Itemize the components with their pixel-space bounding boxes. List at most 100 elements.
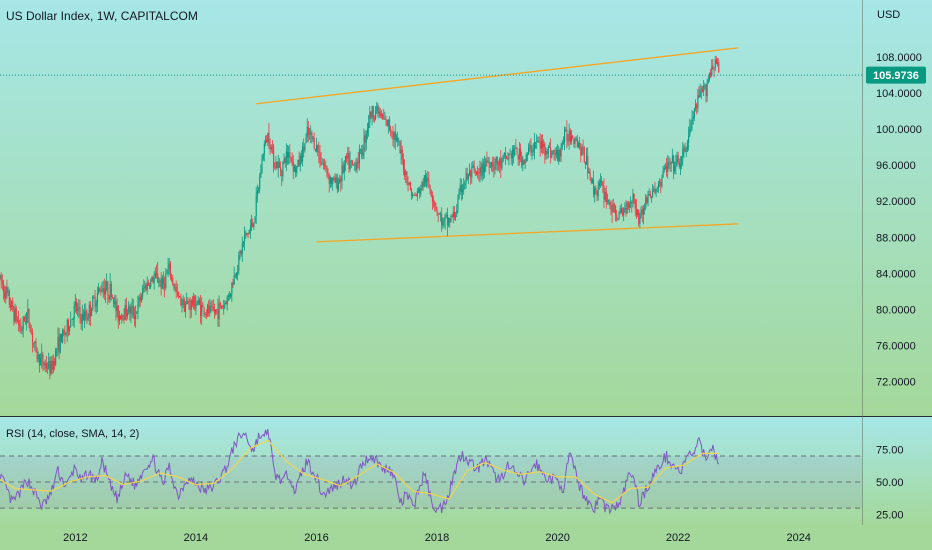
candle-body — [318, 151, 320, 153]
candle — [231, 282, 233, 302]
candle-body — [351, 160, 354, 165]
candle-body — [515, 148, 517, 149]
candle-body — [137, 301, 139, 312]
candle — [679, 156, 682, 176]
candle-body — [341, 165, 343, 182]
candle-body — [497, 164, 500, 166]
candle-body — [342, 165, 344, 173]
candle — [521, 151, 523, 169]
candle-body — [668, 161, 670, 163]
candle — [356, 157, 358, 174]
trendline-lower[interactable] — [316, 223, 739, 243]
trendline-upper[interactable] — [256, 47, 739, 105]
candle — [488, 156, 490, 175]
candle — [661, 174, 663, 189]
candle-body — [261, 159, 263, 173]
candle — [260, 164, 262, 179]
candle — [107, 280, 109, 305]
last-price-value: 105.9736 — [873, 70, 919, 82]
candle-body — [703, 85, 705, 92]
candle — [73, 301, 75, 328]
candle-body — [595, 188, 597, 191]
candle — [225, 300, 227, 305]
candle-body — [154, 272, 156, 278]
candle — [91, 307, 93, 317]
candle — [88, 300, 90, 326]
candle-body — [42, 354, 44, 364]
candle-body — [666, 166, 668, 173]
candle-body — [588, 171, 590, 174]
candle-body — [503, 152, 505, 156]
candle — [546, 148, 548, 159]
candle — [79, 299, 81, 324]
candle — [424, 170, 427, 187]
candle-body — [407, 183, 409, 185]
rsi-lines — [0, 428, 720, 515]
candle — [577, 140, 580, 149]
candle-body — [143, 287, 145, 289]
candle-body — [711, 65, 713, 76]
candle-body — [346, 156, 348, 159]
candle-body — [576, 138, 578, 147]
candle-body — [426, 178, 428, 183]
candle-body — [151, 277, 153, 281]
candle — [322, 159, 325, 170]
candle — [164, 276, 166, 298]
candle-body — [618, 212, 620, 219]
candle-body — [128, 306, 130, 313]
candle — [229, 290, 231, 301]
candle-body — [242, 241, 245, 244]
candle-body — [113, 297, 115, 305]
candle-body — [337, 182, 340, 190]
candle — [576, 134, 578, 149]
candle — [151, 276, 153, 282]
candle-body — [246, 232, 248, 234]
candle — [217, 298, 219, 327]
candle — [440, 211, 442, 222]
candle-body — [581, 147, 583, 156]
candle — [127, 309, 129, 320]
candle-body — [419, 188, 421, 194]
candle-body — [700, 89, 702, 91]
candle — [617, 218, 619, 221]
candle — [377, 103, 379, 118]
candle — [26, 312, 28, 331]
candle-body — [566, 129, 568, 141]
candle-body — [129, 306, 131, 314]
candle-body — [93, 297, 95, 298]
candle — [52, 354, 54, 374]
candle — [644, 203, 646, 215]
candle-body — [632, 193, 634, 204]
candle-body — [650, 196, 653, 198]
candle — [625, 200, 627, 217]
candle-body — [416, 191, 418, 196]
candle — [519, 143, 522, 163]
candle — [212, 299, 214, 312]
candle — [258, 186, 260, 194]
candle — [251, 214, 253, 232]
candle-body — [412, 194, 414, 196]
candle-body — [259, 178, 261, 190]
candle-body — [472, 165, 474, 167]
candle-body — [414, 195, 416, 196]
candle — [297, 159, 299, 168]
candle-body — [34, 341, 36, 344]
candle — [355, 158, 357, 173]
candle-body — [160, 280, 162, 289]
candle-body — [692, 117, 694, 119]
candle-body — [625, 207, 627, 214]
candle — [58, 328, 60, 360]
candle-body — [690, 124, 692, 130]
candle — [55, 347, 57, 367]
candle — [172, 274, 174, 286]
candle-body — [682, 148, 684, 157]
candle — [280, 161, 282, 177]
candle — [481, 158, 483, 182]
candle-body — [118, 315, 121, 322]
candle — [545, 147, 547, 161]
candle — [552, 150, 554, 155]
candle — [306, 118, 308, 143]
candle — [253, 222, 255, 230]
candle-body — [102, 288, 104, 292]
